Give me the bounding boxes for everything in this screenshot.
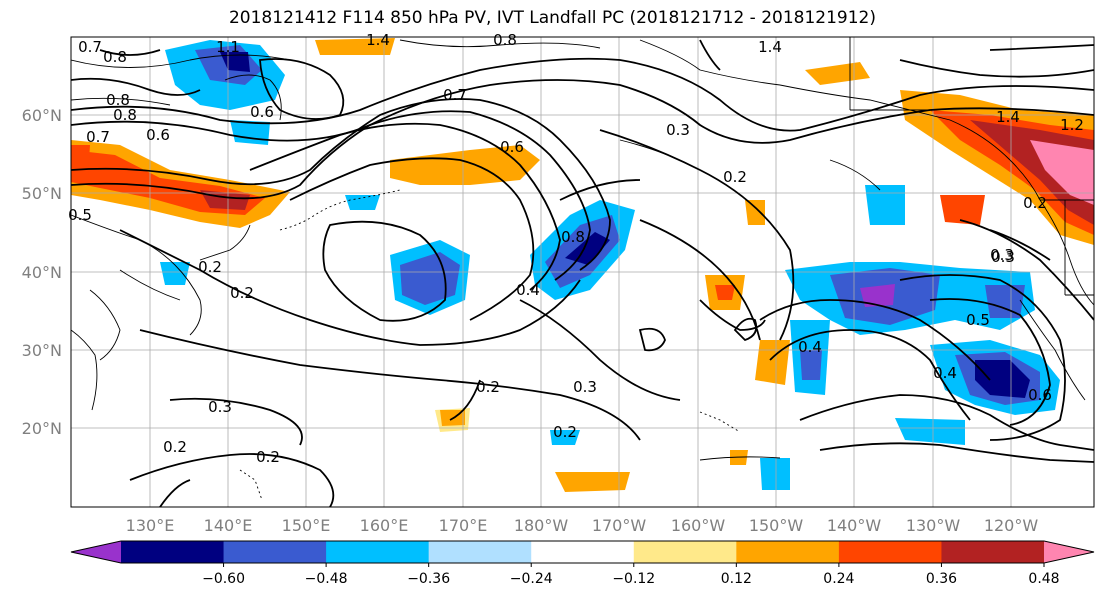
contour-label: 0.3 [990, 246, 1014, 264]
colorbar-tick-label: 0.12 [721, 571, 752, 587]
contour-label: 0.2 [163, 438, 187, 456]
contour-label: 0.5 [966, 311, 990, 329]
contour-label: 1.1 [216, 38, 240, 56]
latitude-label: 60°N [22, 106, 62, 125]
contour-label: 0.2 [723, 168, 747, 186]
cold-anomaly-north-max [220, 52, 250, 72]
contour-label: 0.4 [516, 281, 540, 299]
longitude-labels: 130°E 140°E 150°E 160°E 170°E 180°W 170°W 160°W… [126, 516, 1039, 535]
colorbar-tick-label: 0.36 [926, 571, 957, 587]
longitude-label: 130°E [126, 516, 175, 535]
contour-label: 0.2 [230, 284, 254, 302]
colorbar-tick-label: −0.48 [305, 571, 348, 587]
ivt-contours [71, 39, 881, 461]
contour-label: 1.2 [1060, 116, 1084, 134]
warm-anomaly-peak [1030, 140, 1094, 205]
contour-label: 1.4 [996, 108, 1020, 126]
contour-label: 0.6 [250, 103, 274, 121]
contour-label: 0.4 [933, 364, 957, 382]
longitude-label: 140°E [204, 516, 253, 535]
contour-label: 0.2 [1023, 194, 1047, 212]
contour-label: 0.3 [666, 121, 690, 139]
contour-label: 0.3 [208, 398, 232, 416]
warm-anomaly-aleutian [315, 38, 395, 55]
colorbar-box [736, 541, 840, 563]
colorbar-extend-low [71, 541, 121, 563]
contour-label: 0.2 [256, 448, 280, 466]
colorbar-tick-label: 0.48 [1028, 571, 1059, 587]
colorbar-box [223, 541, 327, 563]
colorbar-tick-label: 0.24 [823, 571, 854, 587]
colorbar-box [326, 541, 430, 563]
latitude-label: 30°N [22, 341, 62, 360]
contour-label: 0.3 [573, 378, 597, 396]
contour-label: 1.4 [758, 38, 782, 56]
longitude-label: 140°W [827, 516, 882, 535]
contour-labels: 0.70.81.10.81.4 0.80.60.70.80.60.50.20.21… [68, 31, 1084, 466]
colorbar-tick-label: −0.60 [202, 571, 245, 587]
colorbar-box [941, 541, 1045, 563]
longitude-label: 170°W [592, 516, 647, 535]
colorbar-tick-label: −0.36 [407, 571, 450, 587]
longitude-label: 160°W [671, 516, 726, 535]
contour-label: 0.7 [78, 38, 102, 56]
contour-label: 0.7 [443, 86, 467, 104]
colorbar-tick-label: −0.24 [510, 571, 553, 587]
pv-contours [71, 39, 1094, 507]
colorbar-box [428, 541, 532, 563]
coastlines [71, 37, 1094, 501]
contour-label: 0.3 [991, 248, 1015, 266]
colorbar-outline [70, 540, 1095, 564]
latitude-label: 40°N [22, 263, 62, 282]
contour-label: 0.7 [86, 128, 110, 146]
longitude-label: 180°W [514, 516, 569, 535]
longitude-label: 150°E [282, 516, 331, 535]
colorbar-extend-high [1044, 541, 1094, 563]
contour-label: 0.2 [553, 423, 577, 441]
longitude-label: 120°W [984, 516, 1039, 535]
graticule [71, 37, 1094, 507]
longitude-label: 170°E [439, 516, 488, 535]
contour-label: 0.6 [500, 138, 524, 156]
colorbar-box [531, 541, 635, 563]
cold-anomaly-east-max [975, 360, 1030, 398]
colorbar-box [121, 541, 225, 563]
contour-label: 0.8 [493, 31, 517, 49]
colorbar-box [633, 541, 737, 563]
contour-label: 0.5 [68, 206, 92, 224]
contour-label: 0.8 [103, 48, 127, 66]
latitude-labels: 60°N 50°N 40°N 30°N 20°N [22, 106, 62, 438]
contour-label: 0.2 [198, 258, 222, 276]
contour-label: 0.6 [1028, 386, 1052, 404]
contour-label: 0.8 [561, 228, 585, 246]
latitude-label: 20°N [22, 419, 62, 438]
colorbar-tick-label: −0.12 [612, 571, 655, 587]
longitude-label: 150°W [749, 516, 804, 535]
colorbar: −0.60 −0.48 −0.36 −0.24 −0.12 0.12 0.24 0.36 0.4… [70, 540, 1095, 587]
chart-title: 2018121412 F114 850 hPa PV, IVT Landfall… [228, 8, 876, 28]
contour-label: 1.4 [366, 31, 390, 49]
latitude-label: 50°N [22, 184, 62, 203]
longitude-label: 130°W [906, 516, 961, 535]
colorbar-box [838, 541, 942, 563]
map-frame [70, 36, 1095, 508]
warm-anomaly-west [71, 145, 90, 175]
contour-label: 0.8 [113, 106, 137, 124]
map-area [71, 37, 1094, 507]
contour-label: 0.8 [106, 91, 130, 109]
contour-label: 0.4 [798, 338, 822, 356]
longitude-label: 160°E [360, 516, 409, 535]
contour-label: 0.6 [146, 126, 170, 144]
contour-label: 0.2 [476, 378, 500, 396]
